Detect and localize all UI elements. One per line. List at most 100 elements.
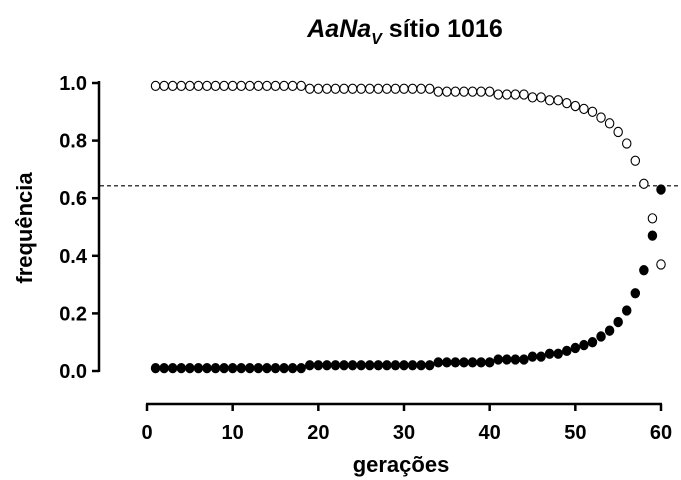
data-point [459, 86, 469, 97]
data-point [604, 118, 615, 129]
series-open [150, 80, 666, 270]
data-point [604, 325, 615, 336]
data-point [185, 362, 195, 374]
data-point [424, 360, 435, 371]
data-point [484, 357, 495, 368]
data-point [202, 80, 212, 92]
data-point [219, 80, 229, 92]
data-point [621, 138, 632, 149]
data-point [236, 362, 246, 374]
data-point [656, 259, 666, 270]
x-axis-label: gerações [353, 452, 450, 477]
data-point [656, 184, 666, 195]
data-point [279, 80, 289, 92]
data-point [150, 80, 161, 92]
data-point [390, 83, 401, 94]
data-point [562, 98, 572, 109]
data-point [639, 178, 649, 189]
data-point [296, 80, 306, 92]
x-tick-label: 20 [307, 422, 329, 444]
data-point [287, 80, 298, 92]
data-point [305, 360, 315, 371]
data-point [527, 92, 538, 103]
data-point [433, 86, 444, 97]
data-point [159, 362, 169, 374]
data-point [364, 360, 375, 371]
data-point [613, 316, 623, 328]
data-point [347, 83, 358, 94]
data-point [313, 360, 324, 371]
data-point [587, 106, 598, 117]
chart-title-rest: sítio 1016 [382, 15, 503, 43]
y-tick-label: 0.0 [59, 361, 87, 383]
data-point [356, 360, 366, 371]
data-point [330, 83, 341, 94]
data-point [159, 80, 169, 92]
data-point [390, 360, 401, 371]
data-point [519, 354, 529, 365]
data-point [262, 80, 272, 92]
y-axis-label: frequência [12, 172, 37, 284]
data-point [647, 230, 658, 241]
data-point [399, 360, 409, 371]
data-point [185, 80, 195, 92]
data-point [245, 80, 255, 92]
data-point [193, 362, 204, 374]
data-point [519, 89, 529, 100]
data-point [467, 86, 478, 97]
x-tick-label: 40 [479, 422, 501, 444]
data-point [416, 360, 426, 371]
data-point [330, 360, 341, 371]
data-point [579, 103, 589, 115]
data-point [630, 155, 641, 166]
data-point [424, 83, 435, 94]
data-point [493, 89, 503, 100]
data-point [442, 86, 452, 97]
data-point [570, 100, 581, 112]
data-point [621, 305, 632, 316]
x-tick-label: 0 [141, 422, 152, 444]
data-point [442, 357, 452, 368]
data-point [373, 83, 384, 94]
data-point [305, 83, 315, 94]
data-point [227, 80, 238, 92]
data-point [647, 213, 658, 224]
data-point [382, 83, 392, 94]
data-point [313, 83, 324, 94]
data-point [399, 83, 409, 94]
data-point [202, 362, 212, 374]
data-point [193, 80, 204, 92]
data-point [287, 362, 298, 374]
data-point [450, 86, 461, 97]
data-point [210, 80, 221, 92]
data-point [416, 83, 426, 94]
axes [92, 81, 663, 411]
chart-title-main: AaNa [306, 15, 371, 43]
y-tick-label: 0.8 [59, 131, 87, 153]
data-point [544, 95, 555, 106]
data-point [476, 357, 486, 368]
data-point [270, 362, 281, 374]
data-point [493, 354, 503, 365]
data-point [364, 83, 375, 94]
data-point [579, 339, 589, 351]
data-point [322, 360, 332, 371]
data-point [167, 362, 178, 374]
tick-labels: 0.0 0.2 0.4 0.6 0.8 1.0 0 10 20 30 40 50 60 [59, 73, 672, 444]
data-point [596, 331, 606, 342]
data-point [630, 288, 641, 299]
data-point [502, 89, 512, 100]
data-point [596, 112, 606, 123]
data-point [476, 86, 486, 97]
data-point [176, 80, 187, 92]
y-tick-label: 0.2 [59, 303, 87, 325]
data-point [553, 95, 563, 106]
data-point [150, 362, 161, 374]
data-point [279, 362, 289, 374]
data-point [536, 351, 546, 362]
data-point [382, 360, 392, 371]
data-point [536, 92, 546, 103]
data-point [296, 362, 306, 374]
y-tick-label: 0.6 [59, 188, 87, 210]
